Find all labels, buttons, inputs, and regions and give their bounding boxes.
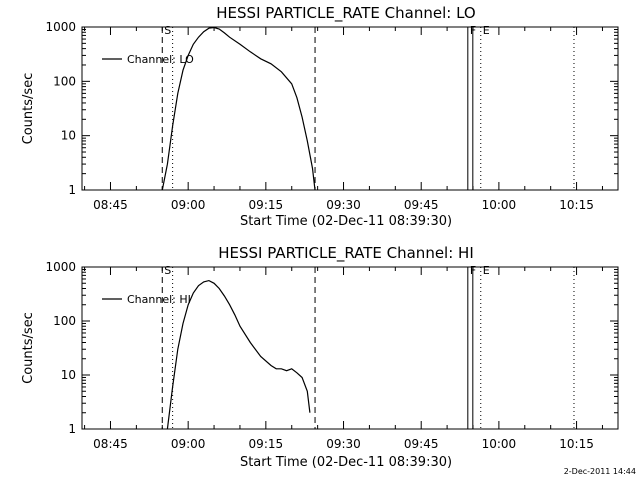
timestamp-footer: 2-Dec-2011 14:44 [564, 467, 636, 476]
chart0-ytick-label: 1000 [45, 20, 76, 34]
chart1-legend-label: Channel: HI [127, 293, 191, 306]
chart0-xlabel: Start Time (02-Dec-11 08:39:30) [240, 214, 452, 229]
chart1-xtick-label: 09:00 [171, 437, 206, 451]
chart0-xtick-label: 10:15 [559, 198, 594, 212]
chart1-title: HESSI PARTICLE_RATE Channel: HI [218, 244, 474, 263]
panel-hi: HESSI PARTICLE_RATE Channel: HI Counts/se… [21, 244, 619, 470]
chart1-ytick-label: 100 [53, 314, 76, 328]
chart1-xtick-label: 08:45 [93, 437, 128, 451]
chart1-series-line [166, 279, 311, 430]
chart0-plot-frame [81, 26, 619, 191]
chart0-ytick-label: 1 [68, 183, 76, 197]
chart0-legend-label: Channel: LO [127, 53, 194, 66]
chart1-ytick-label: 10 [61, 368, 76, 382]
chart1-xtick-label: 09:15 [249, 437, 284, 451]
chart1-ytick-label: 1000 [45, 260, 76, 274]
chart1-xtick-label: 10:00 [482, 437, 517, 451]
chart0-xtick-label: 09:30 [326, 198, 361, 212]
chart0-ylabel: Counts/sec [21, 73, 36, 145]
chart1-xtick-label: 09:45 [404, 437, 439, 451]
chart1-marker-label: S [164, 264, 171, 277]
chart1-ylabel: Counts/sec [21, 312, 36, 384]
chart0-ytick-label: 100 [53, 74, 76, 88]
chart0-marker-label: E [483, 24, 490, 37]
chart1-marker-label: F [470, 264, 476, 277]
chart1-xtick-label: 09:30 [326, 437, 361, 451]
chart0-xtick-label: 09:15 [249, 198, 284, 212]
chart0-ytick-label: 10 [61, 129, 76, 143]
chart1-ytick-label: 1 [68, 422, 76, 436]
chart0-xtick-label: 08:45 [93, 198, 128, 212]
chart0-series-line [161, 26, 316, 191]
chart0-xtick-label: 09:00 [171, 198, 206, 212]
chart1-marker-label: E [483, 264, 490, 277]
chart0-marker-label: S [164, 24, 171, 37]
chart1-xtick-label: 10:15 [559, 437, 594, 451]
panel-lo: HESSI PARTICLE_RATE Channel: LO Counts/se… [21, 4, 619, 229]
chart1-xlabel: Start Time (02-Dec-11 08:39:30) [240, 455, 452, 470]
chart0-title: HESSI PARTICLE_RATE Channel: LO [216, 4, 475, 23]
chart0-xtick-label: 10:00 [482, 198, 517, 212]
chart1-plot-frame [81, 266, 619, 430]
chart0-marker-label: F [470, 24, 476, 37]
chart0-xtick-label: 09:45 [404, 198, 439, 212]
